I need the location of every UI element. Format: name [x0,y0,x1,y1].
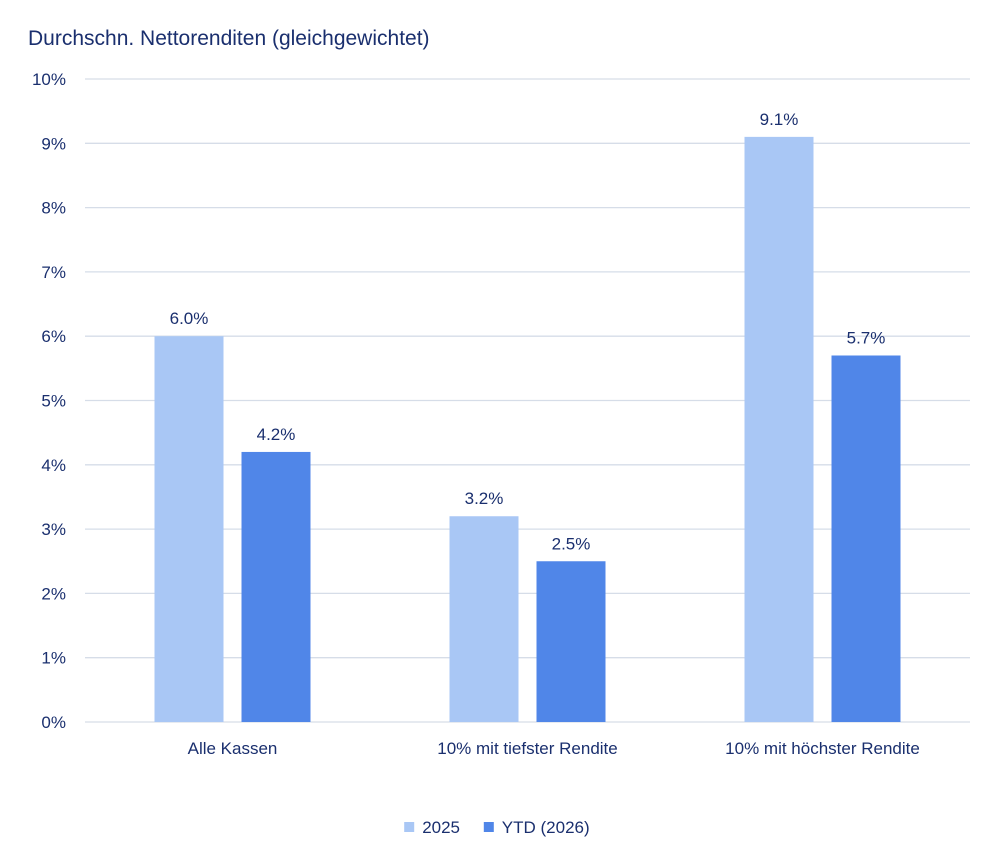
data-label: 2.5% [552,534,591,553]
y-tick-label: 4% [41,456,66,475]
data-label: 9.1% [760,110,799,129]
data-label: 4.2% [257,425,296,444]
legend-label: 2025 [422,818,460,837]
y-tick-label: 5% [41,392,66,411]
bar [831,355,901,722]
data-label: 5.7% [847,328,886,347]
y-tick-label: 9% [41,134,66,153]
x-axis-categories: Alle Kassen 10% mit tiefster Rendite 10% m… [188,739,920,758]
bar [536,561,606,722]
data-label: 3.2% [465,489,504,508]
y-tick-label: 1% [41,649,66,668]
bars: 6.0% 4.2% 3.2% 2.5% 9.1% 5.7% [154,110,901,722]
y-axis-ticks: 0% 1% 2% 3% 4% 5% 6% 7% 8% 9% 10% [32,70,66,732]
bar [241,451,311,722]
legend: 2025 YTD (2026) [404,818,590,837]
bar [154,336,224,722]
y-tick-label: 10% [32,70,66,89]
y-tick-label: 7% [41,263,66,282]
y-tick-label: 2% [41,584,66,603]
x-category-label: Alle Kassen [188,739,278,758]
data-label: 6.0% [170,309,209,328]
legend-swatch [483,822,494,832]
y-tick-label: 6% [41,327,66,346]
bar [744,136,814,722]
bar [449,516,519,722]
y-tick-label: 3% [41,520,66,539]
x-category-label: 10% mit tiefster Rendite [437,739,617,758]
legend-swatch [404,822,415,832]
chart-title: Durchschn. Nettorenditen (gleichgewichte… [28,27,430,50]
x-category-label: 10% mit höchster Rendite [725,739,920,758]
legend-label: YTD (2026) [502,818,590,837]
y-tick-label: 8% [41,199,66,218]
y-tick-label: 0% [41,713,66,732]
gridlines [85,78,970,723]
